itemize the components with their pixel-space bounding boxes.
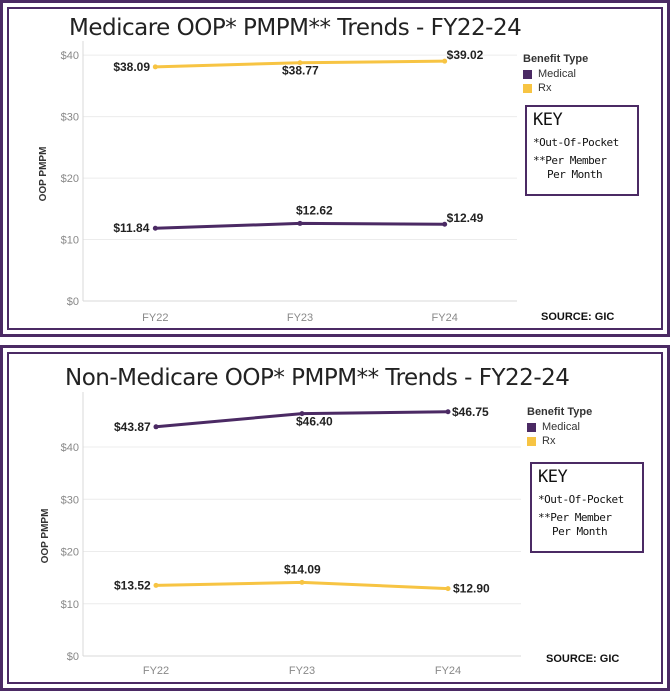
x-tick-label: FY22	[143, 665, 169, 677]
non-medicare-chart-panel: Non-Medicare OOP* PMPM** Trends - FY22-2…	[0, 345, 670, 691]
legend-label: Rx	[542, 435, 556, 447]
x-tick-label: FY23	[289, 665, 315, 677]
non-medicare-chart-frame: Non-Medicare OOP* PMPM** Trends - FY22-2…	[7, 352, 663, 684]
chart-title: Medicare OOP* PMPM** Trends - FY22-24	[69, 15, 522, 41]
data-point	[442, 221, 448, 227]
data-point	[299, 411, 305, 417]
key-title: KEY	[533, 110, 563, 130]
data-label: $12.49	[447, 211, 484, 225]
data-label: $14.09	[284, 562, 321, 576]
legend-swatch-medical	[527, 422, 536, 432]
y-tick-label: $0	[67, 296, 79, 308]
source-note: SOURCE: GIC	[541, 311, 615, 323]
y-tick-label: $0	[67, 651, 79, 663]
x-tick-label: FY22	[142, 312, 168, 324]
key-out-of-pocket: *Out-Of-Pocket	[538, 493, 624, 506]
legend-swatch-rx	[523, 83, 532, 93]
data-label: $46.75	[452, 405, 489, 419]
x-tick-label: FY24	[432, 312, 458, 324]
legend-swatch-rx	[527, 436, 536, 446]
legend-item-rx[interactable]: Rx	[527, 435, 592, 447]
legend-item-rx[interactable]: Rx	[523, 82, 588, 94]
data-label: $43.87	[114, 420, 151, 434]
data-point	[297, 220, 303, 226]
key-box: KEY *Out-Of-Pocket **Per Member Per Mont…	[530, 462, 644, 553]
legend-item-medical[interactable]: Medical	[523, 68, 588, 80]
y-tick-label: $10	[61, 599, 79, 611]
y-axis-label: OOP PMPM	[40, 509, 51, 564]
legend-label: Medical	[542, 421, 580, 433]
legend-swatch-medical	[523, 69, 532, 79]
key-out-of-pocket: *Out-Of-Pocket	[533, 136, 619, 149]
data-point	[297, 60, 303, 66]
legend-label: Medical	[538, 68, 576, 80]
key-box: KEY *Out-Of-Pocket **Per Member Per Mont…	[525, 105, 639, 196]
data-point	[153, 424, 159, 430]
chart-legend: Benefit Type Medical Rx	[523, 53, 588, 96]
y-tick-label: $20	[61, 547, 79, 559]
medicare-chart-frame: Medicare OOP* PMPM** Trends - FY22-24 $0…	[7, 7, 663, 330]
medicare-chart-panel: Medicare OOP* PMPM** Trends - FY22-24 $0…	[0, 0, 670, 337]
data-label: $12.62	[296, 203, 333, 217]
key-title: KEY	[538, 467, 568, 487]
y-tick-label: $30	[61, 112, 79, 124]
y-tick-label: $40	[61, 50, 79, 62]
data-label: $38.09	[113, 60, 150, 74]
data-point	[442, 58, 448, 64]
data-point	[445, 586, 451, 592]
legend-item-medical[interactable]: Medical	[527, 421, 592, 433]
data-label: $39.02	[447, 48, 484, 62]
data-label: $46.40	[296, 415, 333, 429]
y-tick-label: $20	[61, 173, 79, 185]
key-per-month: Per Month	[547, 168, 603, 181]
data-point	[153, 582, 159, 588]
data-label: $12.90	[453, 582, 490, 596]
data-label: $11.84	[113, 221, 149, 235]
y-axis-label: OOP PMPM	[38, 147, 49, 202]
key-per-member: **Per Member	[538, 511, 612, 524]
legend-title: Benefit Type	[523, 53, 589, 65]
chart-legend: Benefit Type Medical Rx	[527, 406, 592, 449]
y-tick-label: $40	[61, 442, 79, 454]
data-point	[299, 579, 305, 585]
medicare-line-chart: $0 $10 $20 $30 $40 FY22 FY23 FY24 OOP PMPM $11.84…	[38, 41, 517, 324]
legend-title: Benefit Type	[527, 406, 593, 418]
y-tick-label: $10	[61, 235, 79, 247]
x-tick-label: FY24	[435, 665, 461, 677]
y-tick-label: $30	[61, 494, 79, 506]
x-tick-label: FY23	[287, 312, 313, 324]
data-point	[152, 225, 158, 231]
key-per-month: Per Month	[552, 525, 608, 538]
chart-title: Non-Medicare OOP* PMPM** Trends - FY22-2…	[65, 365, 570, 391]
legend-label: Rx	[538, 82, 552, 94]
data-point	[445, 409, 451, 415]
non-medicare-line-chart: $0 $10 $20 $30 $40 FY22 FY23 FY24 OOP PMPM $43.87…	[40, 392, 521, 677]
data-point	[152, 64, 158, 70]
data-label: $13.52	[114, 578, 151, 592]
source-note: SOURCE: GIC	[546, 653, 620, 665]
key-per-member: **Per Member	[533, 154, 607, 167]
data-label: $38.77	[282, 64, 319, 78]
